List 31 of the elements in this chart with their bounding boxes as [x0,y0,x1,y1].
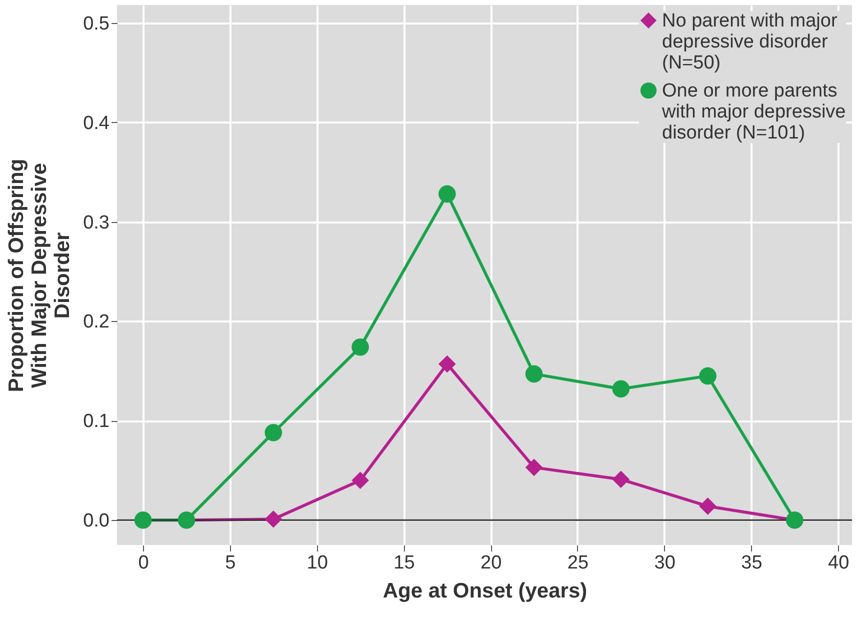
point [352,472,369,490]
x-tick-label: 35 [741,552,762,574]
y-axis-title: Proportion of Offspring With Major Depressive Disorder [5,158,74,392]
point [264,424,282,442]
y-tick-label: 0.4 [83,112,110,134]
point [612,470,630,488]
x-tick-label: 30 [654,552,676,574]
legend-label: No parent with major depressive disorder (N=50) [662,10,838,74]
y-tick-label: 0.1 [83,411,110,432]
point [438,355,456,373]
point [612,380,630,398]
point [699,498,716,515]
x-tick-label: 40 [828,552,850,574]
y-tick-label: 0.3 [83,212,110,234]
x-tick-label: 20 [480,552,502,574]
x-tick-label: 10 [306,552,328,574]
legend-label: One or more parents with major depressive disorder (N=101) [661,80,846,144]
x-tick-label: 5 [225,552,236,574]
x-axis-title: Age at Onset (years) [382,580,588,602]
point [352,338,369,356]
point [438,185,456,203]
x-tick-label: 15 [394,552,415,574]
y-tick-label: 0.5 [83,13,110,34]
y-tick-label: 0.2 [83,312,110,333]
point [264,510,282,528]
point [525,365,543,383]
point [525,458,543,476]
point [699,367,716,385]
x-tick-label: 25 [567,552,589,574]
x-tick-label: 0 [138,552,149,574]
y-tick-label: 0.0 [83,510,110,532]
